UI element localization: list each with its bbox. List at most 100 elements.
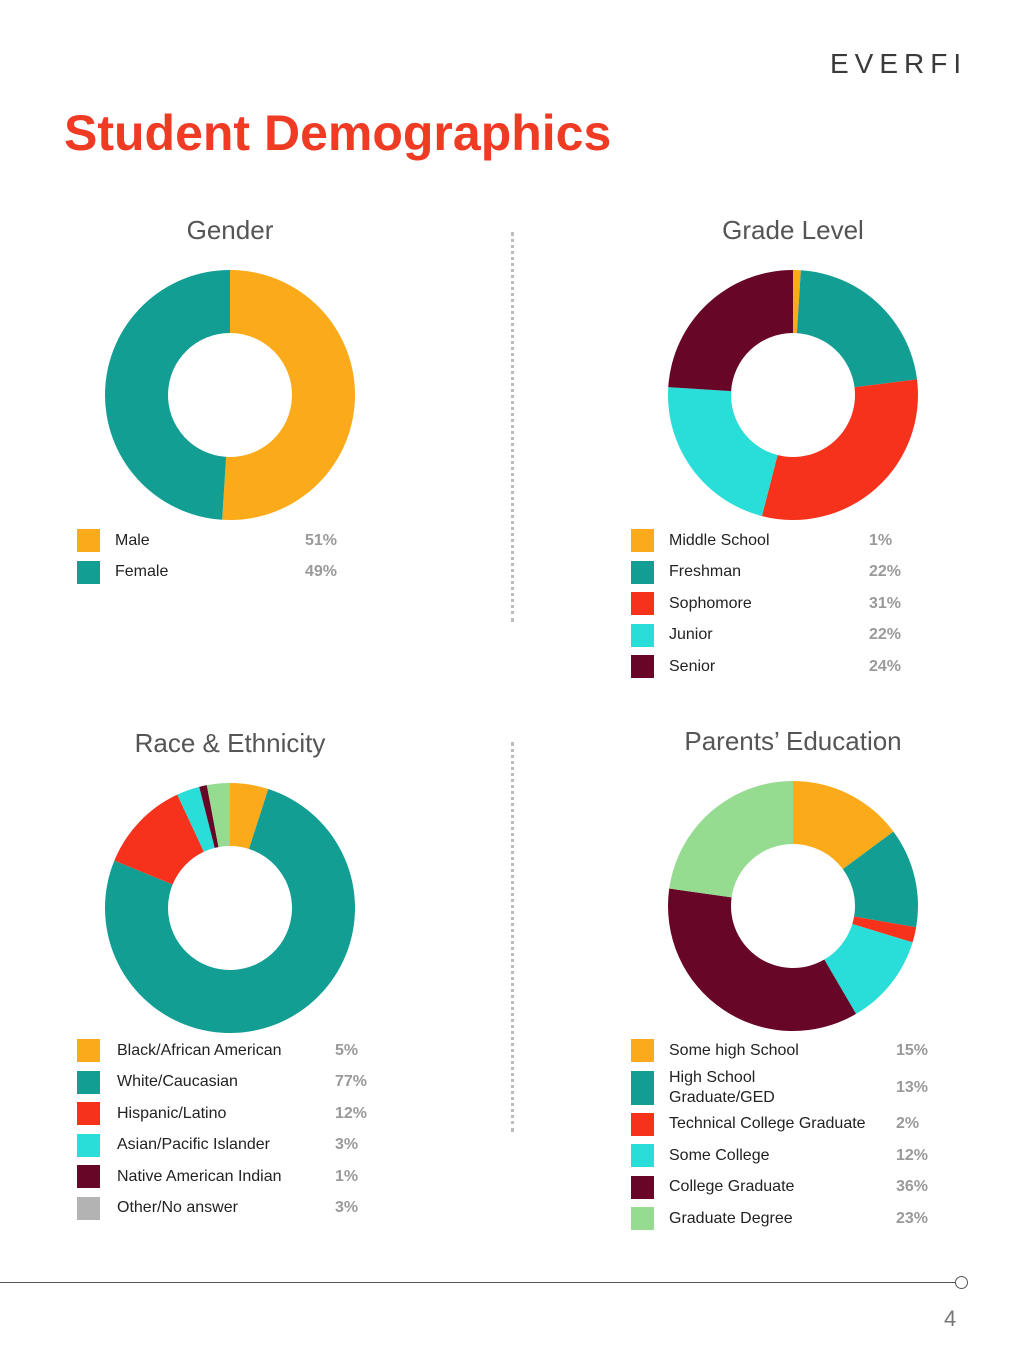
legend-label: White/Caucasian — [117, 1073, 238, 1091]
legend-label: Middle School — [669, 531, 770, 549]
legend-swatch — [77, 1196, 100, 1220]
legend-item: Graduate Degree 23% — [631, 1203, 991, 1235]
legend-swatch — [631, 1175, 654, 1199]
legend-item: Some College 12% — [631, 1140, 991, 1172]
slice-white-caucasian — [105, 788, 355, 1033]
legend-swatch — [77, 1165, 100, 1189]
slice-hispanic-latino — [114, 794, 204, 885]
legend-percent: 22% — [869, 626, 902, 644]
legend-item: High School Graduate/GED 13% — [631, 1067, 991, 1109]
legend-percent: 12% — [335, 1104, 368, 1122]
legend-label: Technical College Graduate — [669, 1115, 866, 1133]
slice-freshman — [796, 270, 918, 388]
chart-title: Race & Ethnicity — [134, 728, 326, 758]
grade-level-panel: Grade Level Middle School 1% Freshman 22% So… — [593, 215, 993, 685]
legend-label: Some high School — [669, 1041, 799, 1059]
legend-item: Male 51% — [77, 525, 407, 557]
legend-swatch — [631, 1070, 654, 1105]
legend-percent: 77% — [335, 1073, 368, 1091]
grade-level-legend: Middle School 1% Freshman 22% Sophomore 31% Ju… — [631, 525, 961, 683]
legend-label: Female — [115, 563, 169, 581]
legend-item: Technical College Graduate 2% — [631, 1109, 991, 1141]
legend-percent: 31% — [869, 594, 902, 612]
everfi-logo: EVERFI — [830, 48, 968, 79]
parents-education-legend: Some high School 15% High School Graduate/… — [631, 1035, 991, 1235]
legend-percent: 5% — [335, 1041, 359, 1059]
legend-swatch — [631, 1112, 654, 1136]
legend-item: Asian/Pacific Islander 3% — [77, 1130, 417, 1162]
legend-item: Sophomore 31% — [631, 588, 961, 620]
page-title: Student Demographics — [64, 105, 612, 161]
page-number: 4 — [944, 1306, 957, 1331]
legend-percent: 51% — [305, 531, 338, 549]
chart-title: Gender — [186, 215, 274, 245]
legend-percent: 1% — [335, 1167, 359, 1185]
legend-percent: 49% — [305, 563, 338, 581]
gender-panel: Gender Male 51% Female 49% — [30, 215, 430, 615]
legend-item: Female 49% — [77, 557, 407, 589]
legend-label: Some College — [669, 1146, 770, 1164]
chart-title: Parents’ Education — [684, 726, 902, 756]
legend-item: Black/African American 5% — [77, 1035, 417, 1067]
legend-swatch — [631, 623, 654, 647]
legend-item: White/Caucasian 77% — [77, 1067, 417, 1099]
parents-education-panel: Parents’ Education Some high School 15% Hi… — [593, 726, 993, 1236]
legend-swatch — [631, 655, 654, 679]
slice-black-african-american — [230, 783, 269, 849]
legend-label: College Graduate — [669, 1178, 795, 1196]
slice-middle-school — [793, 270, 801, 334]
legend-item: Junior 22% — [631, 620, 961, 652]
legend-label: Black/African American — [117, 1041, 282, 1059]
legend-label: Graduate Degree — [669, 1209, 793, 1227]
legend-percent: 22% — [869, 563, 902, 581]
legend-percent: 12% — [896, 1146, 929, 1164]
race-ethnicity-panel: Race & Ethnicity Black/African American 5… — [30, 728, 430, 1228]
slice-male — [222, 270, 356, 520]
legend-item: Hispanic/Latino 12% — [77, 1098, 417, 1130]
legend-label: Sophomore — [669, 594, 752, 612]
footer-rule-end-dot — [955, 1276, 968, 1289]
slice-graduate-degree — [669, 781, 793, 898]
slice-asian-pacific-islander — [177, 786, 215, 852]
slice-junior — [668, 387, 778, 517]
legend-swatch — [631, 1207, 654, 1231]
slice-native-american-indian — [199, 785, 219, 848]
legend-swatch — [77, 1070, 100, 1094]
slice-some-high-school — [793, 781, 894, 870]
legend-swatch — [77, 1039, 100, 1063]
legend-label: Male — [115, 531, 150, 549]
legend-percent: 23% — [896, 1209, 929, 1227]
legend-swatch — [631, 1039, 654, 1063]
column-divider-bottom — [511, 742, 514, 1132]
legend-item: Some high School 15% — [631, 1035, 991, 1067]
legend-swatch — [631, 1144, 654, 1168]
legend-label: Junior — [669, 626, 713, 644]
legend-percent: 3% — [335, 1136, 359, 1154]
legend-label: Other/No answer — [117, 1199, 238, 1217]
legend-percent: 2% — [896, 1115, 920, 1133]
race-ethnicity-donut-chart — [105, 783, 355, 1033]
legend-item: Senior 24% — [631, 651, 961, 683]
legend-percent: 13% — [896, 1078, 929, 1096]
legend-percent: 1% — [869, 531, 893, 549]
legend-swatch — [631, 560, 654, 584]
gender-donut-chart — [105, 270, 356, 520]
legend-item: College Graduate 36% — [631, 1172, 991, 1204]
legend-label: Asian/Pacific Islander — [117, 1136, 270, 1154]
legend-swatch — [631, 529, 654, 553]
slice-senior — [668, 270, 793, 392]
parents-education-donut-chart — [668, 781, 918, 1031]
gender-legend: Male 51% Female 49% — [77, 525, 407, 588]
legend-label: Hispanic/Latino — [117, 1104, 227, 1122]
legend-swatch — [77, 1133, 100, 1157]
legend-label: Senior — [669, 657, 716, 675]
legend-item: Middle School 1% — [631, 525, 961, 557]
legend-item: Other/No answer 3% — [77, 1193, 417, 1225]
slice-some-college — [824, 924, 913, 1014]
legend-percent: 36% — [896, 1178, 929, 1196]
legend-swatch — [77, 560, 100, 584]
legend-swatch — [77, 1102, 100, 1126]
chart-title: Grade Level — [722, 215, 864, 245]
grade-level-donut-chart — [668, 270, 918, 520]
column-divider-top — [511, 232, 514, 622]
